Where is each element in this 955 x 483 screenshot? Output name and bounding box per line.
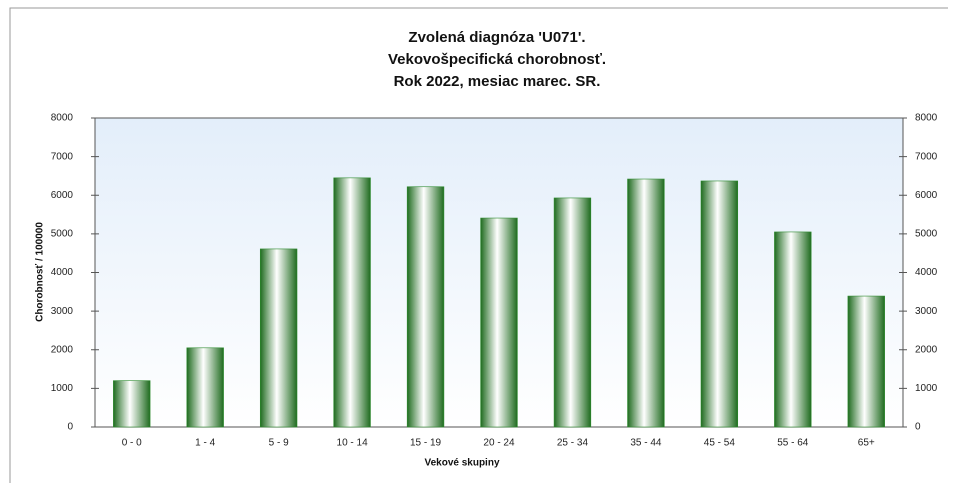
y2-tick-label: 8000 xyxy=(915,113,938,124)
x-tick-label: 10 - 14 xyxy=(337,438,369,449)
x-tick-label: 15 - 19 xyxy=(410,438,442,449)
bar xyxy=(259,248,298,428)
x-tick-label: 35 - 44 xyxy=(630,438,662,449)
y2-tick-label: 6000 xyxy=(915,190,938,201)
y2-tick-label: 7000 xyxy=(915,151,938,162)
x-tick-label: 1 - 4 xyxy=(195,438,215,449)
frame xyxy=(9,7,948,483)
x-tick-label: 20 - 24 xyxy=(483,438,515,449)
chart-title: Zvolená diagnóza 'U071'. xyxy=(408,29,585,46)
y2-tick-label: 0 xyxy=(915,422,921,433)
bar xyxy=(553,197,592,428)
x-tick-label: 55 - 64 xyxy=(777,438,809,449)
y-tick-label: 0 xyxy=(67,422,73,433)
x-tick-label: 45 - 54 xyxy=(704,438,736,449)
y-tick-label: 3000 xyxy=(51,306,74,317)
bar xyxy=(480,217,518,428)
x-axis-title: Vekové skupiny xyxy=(424,458,499,469)
y-tick-label: 2000 xyxy=(51,344,74,355)
y-tick-label: 5000 xyxy=(51,229,74,240)
chart-title: Vekovošpecifická chorobnosť. xyxy=(388,51,606,68)
bar xyxy=(113,380,151,428)
y2-tick-label: 2000 xyxy=(915,344,938,355)
bar xyxy=(186,347,224,428)
y2-tick-label: 3000 xyxy=(915,306,938,317)
y-tick-label: 4000 xyxy=(51,267,74,278)
bar xyxy=(700,180,739,428)
chart-title: Rok 2022, mesiac marec. SR. xyxy=(394,73,601,90)
y-tick-label: 6000 xyxy=(51,190,74,201)
bar xyxy=(406,186,445,428)
y2-tick-label: 1000 xyxy=(915,383,938,394)
bar xyxy=(847,295,885,428)
y2-tick-label: 5000 xyxy=(915,229,938,240)
bar xyxy=(333,177,371,428)
y-tick-label: 8000 xyxy=(51,113,74,124)
bar xyxy=(627,178,665,428)
y-tick-label: 7000 xyxy=(51,151,74,162)
x-tick-label: 5 - 9 xyxy=(269,438,289,449)
y-axis-title: Chorobnosť / 100000 xyxy=(35,222,46,322)
bar xyxy=(774,231,812,428)
y2-tick-label: 4000 xyxy=(915,267,938,278)
x-tick-label: 0 - 0 xyxy=(122,438,142,449)
x-tick-label: 65+ xyxy=(858,438,875,449)
x-tick-label: 25 - 34 xyxy=(557,438,589,449)
y-tick-label: 1000 xyxy=(51,383,74,394)
